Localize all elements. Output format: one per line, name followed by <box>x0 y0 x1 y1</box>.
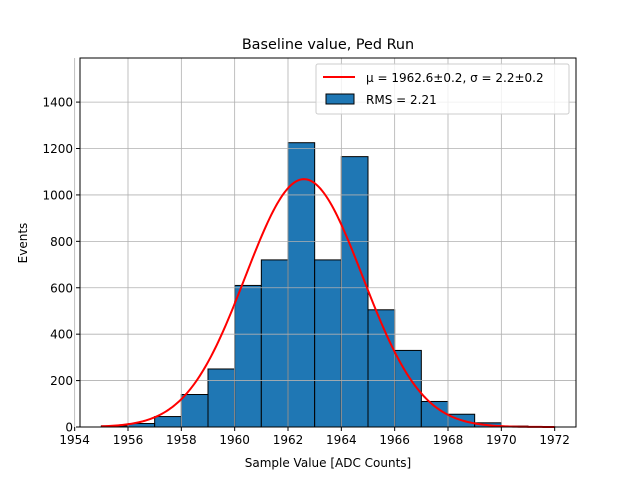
x-tick-label: 1956 <box>113 433 144 447</box>
y-tick-label: 400 <box>50 328 73 342</box>
legend: μ = 1962.6±0.2, σ = 2.2±0.2 RMS = 2.21 <box>315 63 570 115</box>
y-tick-label: 600 <box>50 281 73 295</box>
y-tick-label: 1400 <box>42 96 73 110</box>
y-tick-label: 1200 <box>42 142 73 156</box>
histogram-bar <box>234 284 262 428</box>
legend-box <box>315 63 570 115</box>
x-tick-label: 1958 <box>166 433 197 447</box>
x-tick-label: 1960 <box>219 433 250 447</box>
chart-title: Baseline value, Ped Run <box>242 37 414 53</box>
histogram-bar <box>340 156 369 428</box>
y-tick-label: 200 <box>50 374 73 388</box>
x-tick-label: 1968 <box>433 433 464 447</box>
histogram-bar <box>314 259 342 428</box>
y-tick-label: 1000 <box>42 188 73 202</box>
x-axis-label: Sample Value [ADC Counts] <box>245 456 411 470</box>
x-tick-label: 1964 <box>326 433 357 447</box>
histogram-bar <box>180 394 209 428</box>
x-tick-label: 1972 <box>539 433 570 447</box>
histogram-bar <box>154 416 182 428</box>
x-tick-label: 1966 <box>379 433 410 447</box>
axes-frame <box>79 57 577 428</box>
legend-fit-label: μ = 1962.6±0.2, σ = 2.2±0.2 <box>366 71 544 85</box>
x-tick-label: 1970 <box>486 433 517 447</box>
plot-area: 1954 1956 1958 1960 1962 1964 1966 1968 1970 1972… <box>42 57 577 447</box>
gaussian-fit-curve <box>101 178 555 428</box>
histogram-bar <box>260 259 289 428</box>
histogram-bar <box>207 368 236 428</box>
histogram-bar <box>367 309 396 428</box>
legend-histogram-label: RMS = 2.21 <box>366 93 437 107</box>
y-tick-label: 0 <box>65 421 73 435</box>
y-tick-label: 800 <box>50 235 73 249</box>
legend-histogram-swatch <box>325 93 355 105</box>
x-tick-label: 1954 <box>59 433 90 447</box>
x-tick-label: 1962 <box>273 433 304 447</box>
y-axis-label: Events <box>16 223 30 264</box>
